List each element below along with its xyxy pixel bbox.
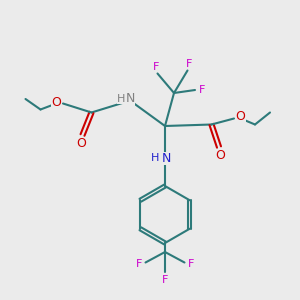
Text: F: F bbox=[188, 259, 194, 269]
Text: O: O bbox=[52, 95, 61, 109]
Text: O: O bbox=[76, 137, 86, 150]
Text: N: N bbox=[126, 92, 135, 106]
Text: H: H bbox=[151, 153, 160, 163]
Text: O: O bbox=[216, 149, 225, 162]
Text: F: F bbox=[186, 59, 192, 70]
Text: F: F bbox=[136, 259, 142, 269]
Text: F: F bbox=[162, 275, 168, 285]
Text: F: F bbox=[153, 62, 159, 73]
Text: F: F bbox=[198, 85, 205, 95]
Text: H: H bbox=[117, 94, 126, 104]
Text: O: O bbox=[236, 110, 245, 124]
Text: N: N bbox=[162, 152, 171, 165]
